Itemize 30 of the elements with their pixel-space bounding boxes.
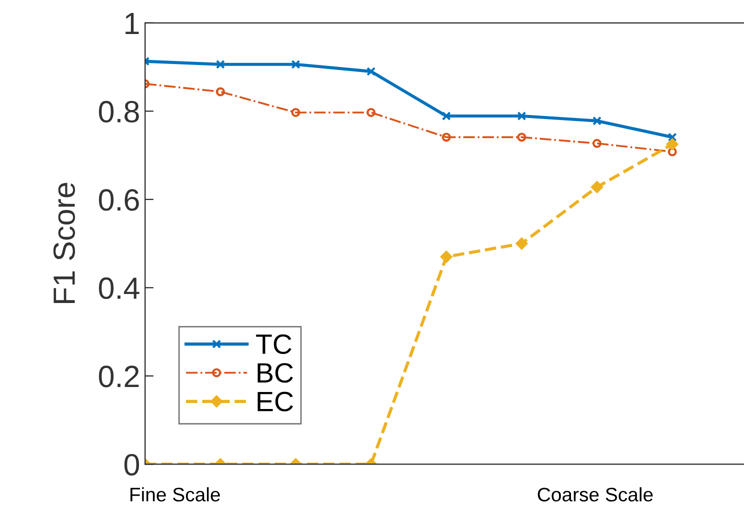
point	[291, 108, 300, 118]
point	[668, 132, 677, 142]
point	[666, 138, 678, 150]
legend-label: TC	[256, 334, 292, 354]
point	[440, 250, 452, 263]
point	[291, 60, 300, 69]
point	[216, 87, 225, 96]
point	[366, 66, 376, 76]
point	[442, 112, 451, 121]
point	[517, 132, 526, 142]
y-axis-title: F1 Score	[53, 182, 76, 304]
point	[592, 138, 602, 148]
y-tick-label: 1	[126, 12, 139, 34]
y-tick-label: 0.4	[98, 277, 140, 300]
text: Coarse Scale	[538, 487, 653, 502]
point	[517, 112, 526, 121]
point	[591, 181, 603, 194]
point	[516, 238, 528, 250]
y-tick-label: 0.8	[98, 100, 139, 123]
y-tick-label: 0.2	[98, 366, 139, 388]
legend-label: EC	[258, 392, 293, 412]
text: Fine Scale	[130, 487, 220, 502]
y-tick-label: 0	[124, 454, 140, 476]
legend-label: BC	[258, 363, 293, 383]
point	[668, 147, 677, 156]
y-tick-label: 0.6	[98, 189, 139, 211]
point	[442, 132, 451, 142]
point	[366, 108, 376, 118]
point	[592, 116, 602, 126]
point	[216, 60, 225, 69]
